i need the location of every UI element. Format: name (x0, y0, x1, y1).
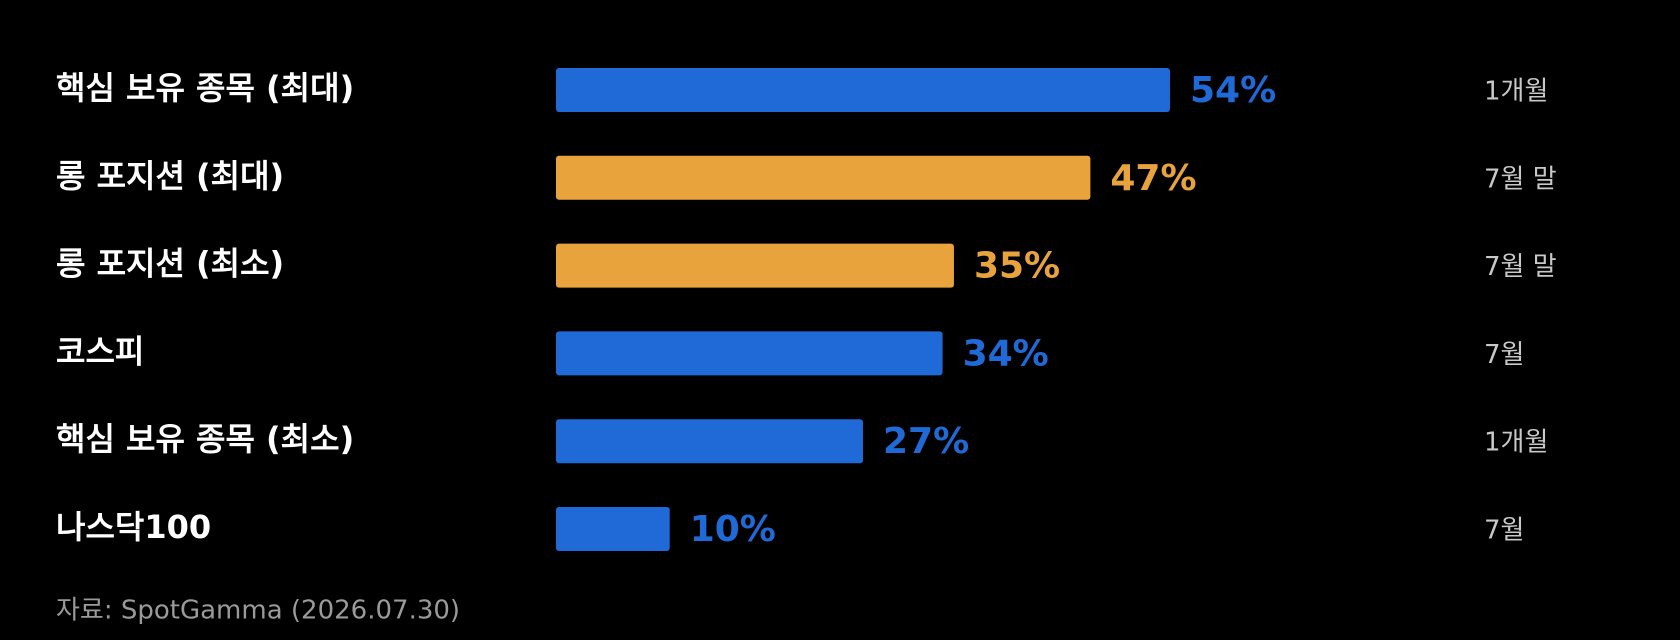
category-label: 롱 포지션 (최소) (56, 245, 284, 283)
period-label: 1개월 (1484, 77, 1548, 107)
value-label: 54% (1190, 70, 1276, 111)
period-label: 7월 말 (1484, 164, 1557, 194)
value-label: 34% (963, 333, 1049, 374)
category-label: 코스피 (56, 332, 144, 370)
category-label: 핵심 보유 종목 (최소) (56, 420, 354, 458)
value-label: 35% (974, 246, 1060, 287)
period-label: 7월 (1484, 340, 1524, 370)
source-note: 자료: SpotGamma (2026.07.30) (56, 596, 460, 626)
period-label: 7월 말 (1484, 252, 1557, 282)
category-label: 나스닥100 (56, 508, 211, 546)
value-label: 47% (1110, 158, 1196, 199)
period-label: 1개월 (1484, 428, 1548, 458)
category-label: 핵심 보유 종목 (최대) (56, 69, 354, 107)
period-label: 7월 (1484, 516, 1524, 546)
bar (556, 155, 1091, 200)
bar (556, 419, 863, 464)
bar (556, 243, 954, 288)
value-label: 10% (690, 509, 776, 550)
bar (556, 331, 943, 376)
category-label: 롱 포지션 (최대) (56, 157, 284, 195)
value-label: 27% (883, 421, 969, 462)
bar (556, 507, 670, 551)
bar (556, 68, 1170, 112)
